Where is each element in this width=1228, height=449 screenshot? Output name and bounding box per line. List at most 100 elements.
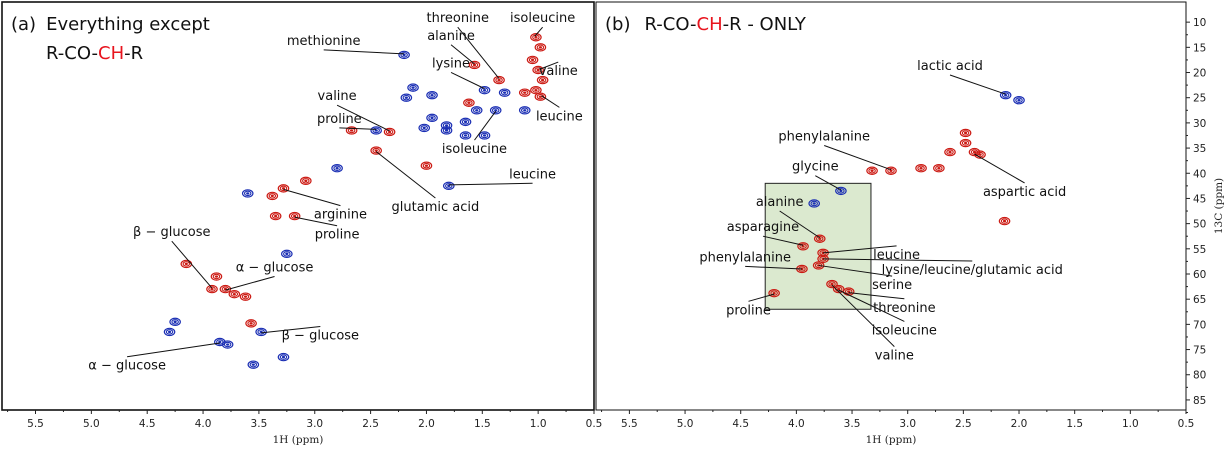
- peak-contour-outer: [247, 360, 260, 369]
- peak: [247, 360, 260, 369]
- peak-contour-mid: [472, 107, 481, 114]
- peak-contour-mid: [470, 62, 479, 68]
- peak: [180, 259, 193, 269]
- peak-contour-mid: [402, 94, 411, 101]
- peak-contour-outer: [768, 288, 780, 298]
- peak-contour-outer: [998, 216, 1011, 226]
- peak-contour-mid: [1000, 218, 1009, 224]
- peak: [239, 292, 252, 301]
- peak-contour-mid: [917, 165, 925, 171]
- peak-contour-mid: [241, 293, 250, 300]
- peak-contour-mid: [810, 200, 818, 207]
- peak-contour-outer: [915, 164, 927, 173]
- peak-contour-mid: [182, 261, 191, 267]
- peak-contour-outer: [370, 146, 382, 155]
- peak: [998, 216, 1011, 226]
- peak-core: [830, 282, 834, 286]
- peak: [245, 319, 257, 328]
- annotation-label: asparagine: [727, 220, 799, 235]
- peak-core: [870, 169, 874, 172]
- peak-core: [350, 129, 354, 132]
- annotation-label: leucine: [873, 248, 920, 263]
- peak-core: [463, 120, 468, 124]
- peak: [842, 287, 855, 296]
- peak-contour-outer: [440, 121, 453, 130]
- annotation-leader: [448, 182, 533, 186]
- peak-contour-outer: [797, 242, 809, 251]
- peak: [426, 113, 438, 123]
- peak-contour-outer: [959, 138, 972, 148]
- annotation-label: valine: [539, 64, 578, 79]
- x-tick-label: 2.5: [362, 418, 379, 430]
- plot-frame: [595, 1, 1187, 411]
- peak-contour-mid: [420, 125, 428, 131]
- x-tick-label: 0.5: [586, 418, 603, 430]
- peak-core: [249, 322, 253, 325]
- peak-core: [538, 95, 542, 98]
- peak-core: [335, 167, 339, 170]
- peak-contour-outer: [407, 83, 419, 92]
- x-tick-label: 1.0: [530, 418, 547, 430]
- peak-contour-mid: [534, 67, 542, 73]
- title-part: CH: [697, 14, 723, 35]
- annotation-leader: [450, 72, 485, 90]
- x-tick-label: 5.5: [27, 418, 44, 430]
- peak-contour-outer: [999, 90, 1012, 100]
- annotation-leader: [225, 275, 275, 291]
- annotation-leader: [450, 44, 475, 65]
- peak-core: [232, 292, 236, 296]
- y-tick-label: 75: [1193, 345, 1206, 357]
- peak-contour-outer: [812, 261, 825, 270]
- peak: [959, 128, 972, 138]
- peak-core: [523, 109, 527, 112]
- title-part: -R - ONLY: [723, 14, 807, 35]
- annotation-leader: [818, 264, 893, 277]
- annotation-leader: [474, 111, 497, 141]
- peak-contour-outer: [331, 164, 343, 173]
- peak-contour-mid: [290, 213, 299, 219]
- annotation-label: proline: [317, 112, 362, 127]
- peak-core: [463, 134, 468, 137]
- peak-contour-outer: [398, 50, 410, 60]
- panel-label: (a): [11, 14, 36, 35]
- annotation-label: threonine: [873, 301, 935, 316]
- x-tick-label: 4.0: [195, 418, 212, 430]
- peak-core: [837, 287, 841, 291]
- annotation-label: β − glucose: [133, 225, 210, 240]
- peak-core: [948, 150, 952, 154]
- peak-contour-outer: [206, 284, 218, 294]
- peak: [489, 106, 502, 115]
- annotation-leader: [339, 127, 377, 130]
- peak: [169, 317, 181, 327]
- peak-core: [411, 86, 415, 89]
- peak: [536, 75, 549, 85]
- peak-contour-mid: [837, 188, 845, 194]
- peak-core: [772, 291, 776, 295]
- peak-contour-mid: [279, 185, 288, 192]
- x-tick-label: 4.0: [788, 418, 805, 430]
- peak-contour-mid: [302, 178, 310, 184]
- peak-core: [541, 78, 545, 82]
- peak-contour-outer: [281, 249, 293, 259]
- annotation-label: threonine: [427, 11, 489, 26]
- peak-contour-mid: [385, 129, 394, 135]
- peak: [300, 176, 312, 186]
- peak-contour-mid: [442, 127, 451, 134]
- peak-contour-outer: [478, 131, 491, 140]
- annotation-leader: [745, 265, 802, 270]
- annotation-leader: [762, 235, 804, 246]
- annotation-label: leucine: [536, 109, 583, 124]
- peak: [835, 186, 847, 196]
- annotation-label: isoleucine: [442, 142, 507, 157]
- peak-contour-outer: [440, 126, 453, 135]
- peak-contour-outer: [826, 279, 838, 289]
- annotation-label: methionine: [287, 34, 361, 49]
- peak-contour-outer: [241, 189, 254, 198]
- peak: [959, 138, 972, 148]
- peak-contour-outer: [808, 199, 820, 208]
- y-axis-label: 13C (ppm): [1213, 178, 1225, 234]
- peak: [530, 85, 542, 95]
- peak-core: [467, 101, 471, 104]
- peak-core: [293, 214, 297, 218]
- x-tick-label: 3.0: [899, 418, 916, 430]
